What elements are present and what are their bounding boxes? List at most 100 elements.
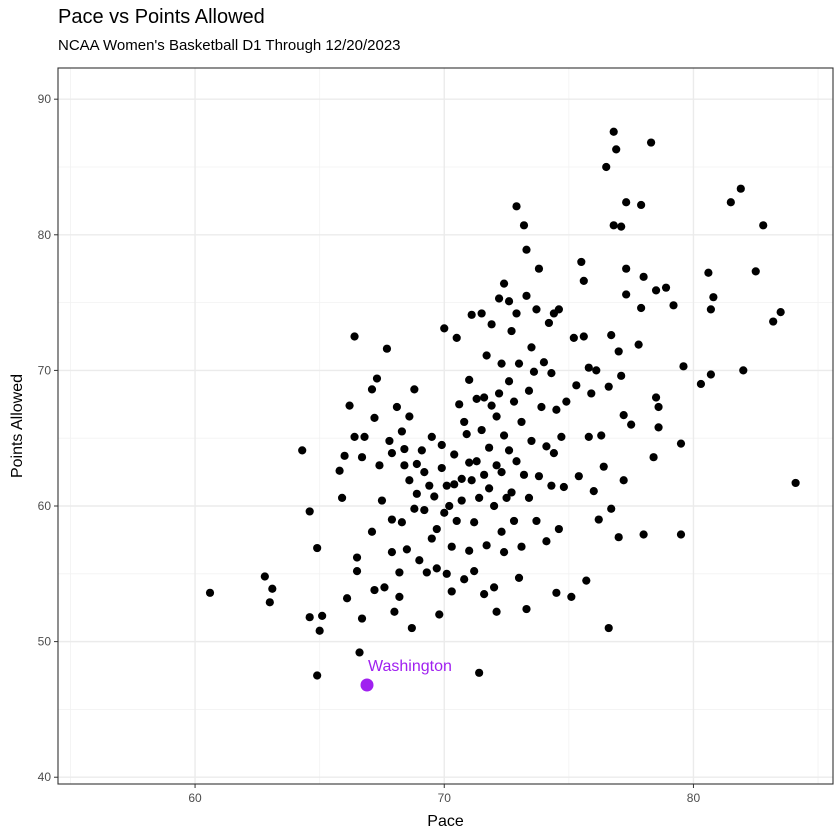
data-point: [607, 504, 616, 513]
data-point: [519, 470, 529, 479]
data-point: [597, 431, 606, 440]
data-point: [514, 573, 524, 582]
data-point: [477, 309, 486, 318]
data-point: [350, 432, 359, 441]
data-point: [634, 340, 643, 349]
data-point: [387, 548, 397, 557]
data-point: [470, 518, 479, 527]
data-point: [452, 333, 461, 342]
data-point: [517, 542, 526, 551]
data-point: [480, 393, 489, 402]
data-point: [549, 449, 559, 458]
data-point: [420, 505, 429, 515]
data-point: [305, 613, 314, 622]
data-point: [412, 489, 421, 498]
data-point: [622, 290, 631, 299]
data-point: [405, 476, 414, 485]
data-point: [205, 588, 215, 597]
major-gridlines: [58, 68, 833, 784]
data-point: [395, 592, 404, 601]
data-point: [532, 516, 541, 526]
data-point: [547, 369, 556, 378]
data-point: [514, 359, 524, 368]
data-point: [313, 671, 322, 680]
data-point: [472, 394, 481, 403]
y-tick-label: 60: [38, 499, 52, 513]
data-point: [592, 366, 601, 375]
data-point: [704, 268, 713, 277]
data-point: [350, 332, 359, 341]
data-point: [337, 493, 347, 502]
data-point: [612, 145, 621, 154]
data-point: [400, 461, 409, 470]
chart-subtitle: NCAA Women's Basketball D1 Through 12/20…: [58, 37, 401, 54]
data-point: [709, 293, 718, 302]
data-point: [654, 402, 663, 412]
data-point: [447, 587, 456, 596]
data-point: [494, 294, 504, 303]
data-point: [422, 568, 431, 577]
data-point: [335, 466, 344, 475]
data-point: [447, 542, 456, 551]
data-point: [599, 462, 608, 471]
data-point: [410, 504, 419, 513]
data-point: [614, 533, 623, 542]
data-point: [512, 457, 521, 466]
data-point: [529, 367, 539, 376]
data-point: [477, 425, 486, 435]
data-point: [706, 305, 715, 314]
highlight-group: Washington: [360, 658, 452, 692]
x-tick-label: 80: [687, 791, 701, 805]
data-point: [437, 440, 446, 450]
data-point: [265, 598, 274, 607]
data-point: [387, 515, 397, 524]
data-point: [499, 431, 509, 440]
data-point: [557, 432, 566, 441]
data-point: [584, 432, 593, 441]
data-point: [442, 481, 451, 490]
data-point: [367, 385, 377, 394]
data-point: [524, 386, 534, 395]
x-tick-label: 70: [438, 791, 452, 805]
data-point: [726, 198, 735, 207]
data-point: [584, 363, 593, 372]
data-point: [522, 604, 531, 614]
data-point: [305, 507, 314, 516]
data-point: [450, 450, 459, 459]
data-point: [502, 493, 511, 502]
y-tick-label: 70: [38, 363, 52, 377]
data-point: [696, 379, 706, 389]
data-point: [470, 566, 479, 576]
data-point: [370, 585, 379, 595]
data-point: [614, 347, 623, 356]
data-point: [589, 486, 598, 496]
data-point: [622, 198, 631, 207]
data-point: [445, 501, 454, 511]
data-point: [651, 393, 661, 402]
data-point: [395, 568, 404, 577]
data-point: [517, 417, 526, 427]
data-point: [457, 474, 466, 483]
data-point: [736, 184, 745, 193]
data-point: [542, 537, 551, 546]
data-point: [499, 548, 509, 557]
data-point: [609, 221, 618, 230]
data-point: [372, 374, 382, 383]
data-point: [492, 607, 501, 616]
data-point: [507, 326, 516, 336]
data-point: [646, 138, 656, 147]
data-point: [357, 614, 367, 623]
data-point: [298, 446, 307, 455]
data-point: [450, 480, 459, 489]
y-axis-title: Points Allowed: [9, 374, 26, 478]
data-point: [268, 584, 277, 593]
data-point: [465, 546, 474, 555]
data-point: [552, 588, 561, 597]
data-point: [382, 344, 392, 353]
data-point: [492, 461, 501, 470]
data-point: [542, 442, 551, 451]
highlight-point: [360, 678, 374, 692]
data-point: [602, 162, 611, 172]
data-point: [751, 267, 760, 276]
data-point: [440, 508, 449, 517]
